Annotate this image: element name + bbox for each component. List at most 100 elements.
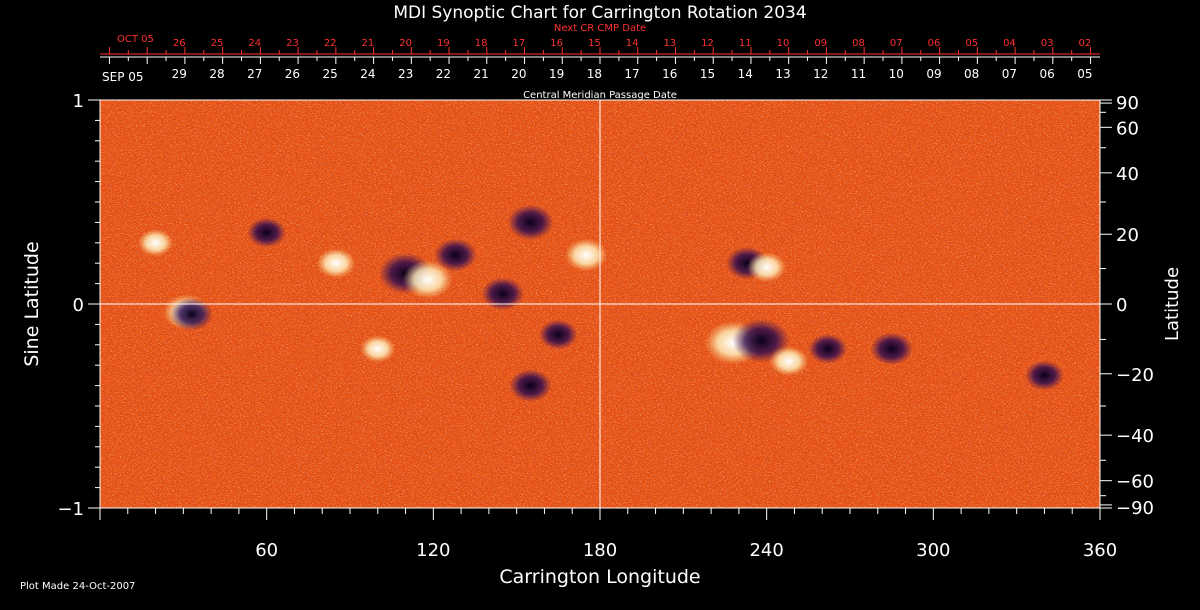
active-region-negative — [509, 369, 552, 402]
next-cr-day-label: 09 — [814, 38, 827, 49]
active-region-positive — [360, 335, 396, 363]
next-cr-day-label: 03 — [1041, 38, 1054, 49]
y-right-tick-label: 40 — [1116, 164, 1139, 185]
cmp-day-label: 15 — [700, 67, 715, 81]
active-region-negative — [434, 238, 477, 272]
cmp-day-label: 27 — [247, 67, 262, 81]
y-left-tick-label: −1 — [57, 499, 84, 520]
next-cr-day-label: 19 — [437, 38, 450, 49]
cmp-day-label: 26 — [285, 67, 300, 81]
next-cr-day-label: 11 — [739, 38, 752, 49]
next-cr-day-label: 15 — [588, 38, 601, 49]
next-cr-day-label: 07 — [890, 38, 903, 49]
cmp-start-label: SEP 05 — [102, 70, 144, 84]
cmp-date-axis: Central Meridian Passage Date SEP 05 29 2… — [100, 56, 1100, 101]
next-cr-axis-label: Next CR CMP Date — [554, 23, 646, 34]
x-tick-label: 180 — [583, 540, 617, 561]
cmp-day-label: 29 — [172, 67, 187, 81]
y-right-tick-label: 60 — [1116, 118, 1139, 139]
next-cr-day-label: 20 — [399, 38, 412, 49]
active-region-negative — [870, 332, 913, 366]
cmp-day-label: 28 — [209, 67, 224, 81]
cmp-day-label: 19 — [549, 67, 564, 81]
active-regions — [137, 204, 1064, 402]
active-region-positive — [316, 248, 356, 279]
cmp-day-label: 22 — [436, 67, 451, 81]
active-region-positive — [137, 229, 174, 257]
cmp-day-label: 13 — [775, 67, 790, 81]
y-right-tick-label: 90 — [1116, 93, 1139, 114]
y-right-tick-label: −20 — [1116, 365, 1154, 386]
x-tick-label: 240 — [749, 540, 783, 561]
cmp-day-label: 25 — [323, 67, 338, 81]
cmp-day-label: 05 — [1077, 67, 1092, 81]
next-cr-day-label: 13 — [663, 38, 676, 49]
next-cr-day-label: 14 — [626, 38, 639, 49]
active-region-positive — [402, 260, 453, 299]
active-region-negative — [538, 319, 578, 350]
plot-area — [99, 99, 1101, 509]
cmp-day-label: 23 — [398, 67, 413, 81]
cmp-axis-label: Central Meridian Passage Date — [523, 90, 677, 101]
plot-made-footer: Plot Made 24-Oct-2007 — [20, 581, 135, 592]
next-cr-day-label: 05 — [965, 38, 978, 49]
x-tick-label: 360 — [1083, 540, 1117, 561]
next-cr-day-label: 04 — [1003, 38, 1016, 49]
next-cr-day-label: 23 — [286, 38, 299, 49]
next-cr-day-label: 18 — [475, 38, 488, 49]
cmp-day-label: 07 — [1002, 67, 1017, 81]
active-region-negative — [247, 217, 287, 248]
y-right-tick-label: −90 — [1116, 498, 1154, 519]
x-axis: 60 120 180 240 300 360 — [99, 508, 1117, 561]
next-cr-day-label: 10 — [777, 38, 790, 49]
cmp-day-label: 18 — [587, 67, 602, 81]
cmp-day-label: 24 — [360, 67, 375, 81]
cmp-day-label: 14 — [738, 67, 753, 81]
next-cr-day-label: 22 — [324, 38, 337, 49]
cmp-day-label: 17 — [624, 67, 639, 81]
x-tick-label: 60 — [255, 540, 278, 561]
y-right-tick-label: −40 — [1116, 426, 1154, 447]
active-region-positive — [747, 252, 787, 283]
cmp-day-label: 10 — [889, 67, 904, 81]
cmp-day-label: 16 — [662, 67, 677, 81]
y-axis-right-label: Latitude — [1162, 267, 1183, 341]
x-tick-label: 300 — [916, 540, 950, 561]
y-axis-right: 90 60 40 20 0 −20 −40 −60 −90 — [1100, 93, 1154, 519]
cmp-day-label: 11 — [851, 67, 866, 81]
active-region-negative — [808, 333, 848, 364]
next-cr-start-label: OCT 05 — [117, 34, 154, 45]
next-cr-day-label: 26 — [173, 38, 186, 49]
active-region-negative — [481, 277, 525, 311]
y-right-tick-label: 20 — [1116, 225, 1139, 246]
next-cr-day-label: 16 — [550, 38, 563, 49]
y-axis-left: 1 0 −1 — [57, 91, 100, 520]
y-left-tick-label: 1 — [73, 91, 84, 112]
next-cr-day-label: 21 — [362, 38, 375, 49]
cmp-day-label: 20 — [511, 67, 526, 81]
y-left-tick-label: 0 — [73, 295, 84, 316]
x-axis-label: Carrington Longitude — [499, 566, 700, 588]
next-cr-axis: Next CR CMP Date OCT 05 26 25 24 23 22 21 20 19… — [100, 23, 1100, 55]
y-axis-left-label: Sine Latitude — [21, 241, 43, 366]
cmp-day-label: 21 — [473, 67, 488, 81]
next-cr-day-label: 17 — [513, 38, 526, 49]
next-cr-day-label: 02 — [1079, 38, 1092, 49]
cmp-day-label: 12 — [813, 67, 828, 81]
active-region-negative — [1024, 360, 1064, 391]
active-region-positive — [564, 238, 608, 272]
next-cr-day-label: 12 — [701, 38, 714, 49]
y-right-tick-label: 0 — [1116, 295, 1127, 316]
next-cr-day-label: 25 — [211, 38, 224, 49]
active-region-positive — [769, 346, 809, 377]
active-region-negative — [170, 297, 213, 331]
y-right-tick-label: −60 — [1116, 472, 1154, 493]
x-tick-label: 120 — [416, 540, 450, 561]
next-cr-day-label: 06 — [928, 38, 941, 49]
cmp-day-label: 09 — [926, 67, 941, 81]
next-cr-day-label: 08 — [852, 38, 865, 49]
chart-title: MDI Synoptic Chart for Carrington Rotati… — [393, 3, 806, 23]
reference-lines — [100, 100, 1100, 508]
cmp-day-label: 08 — [964, 67, 979, 81]
